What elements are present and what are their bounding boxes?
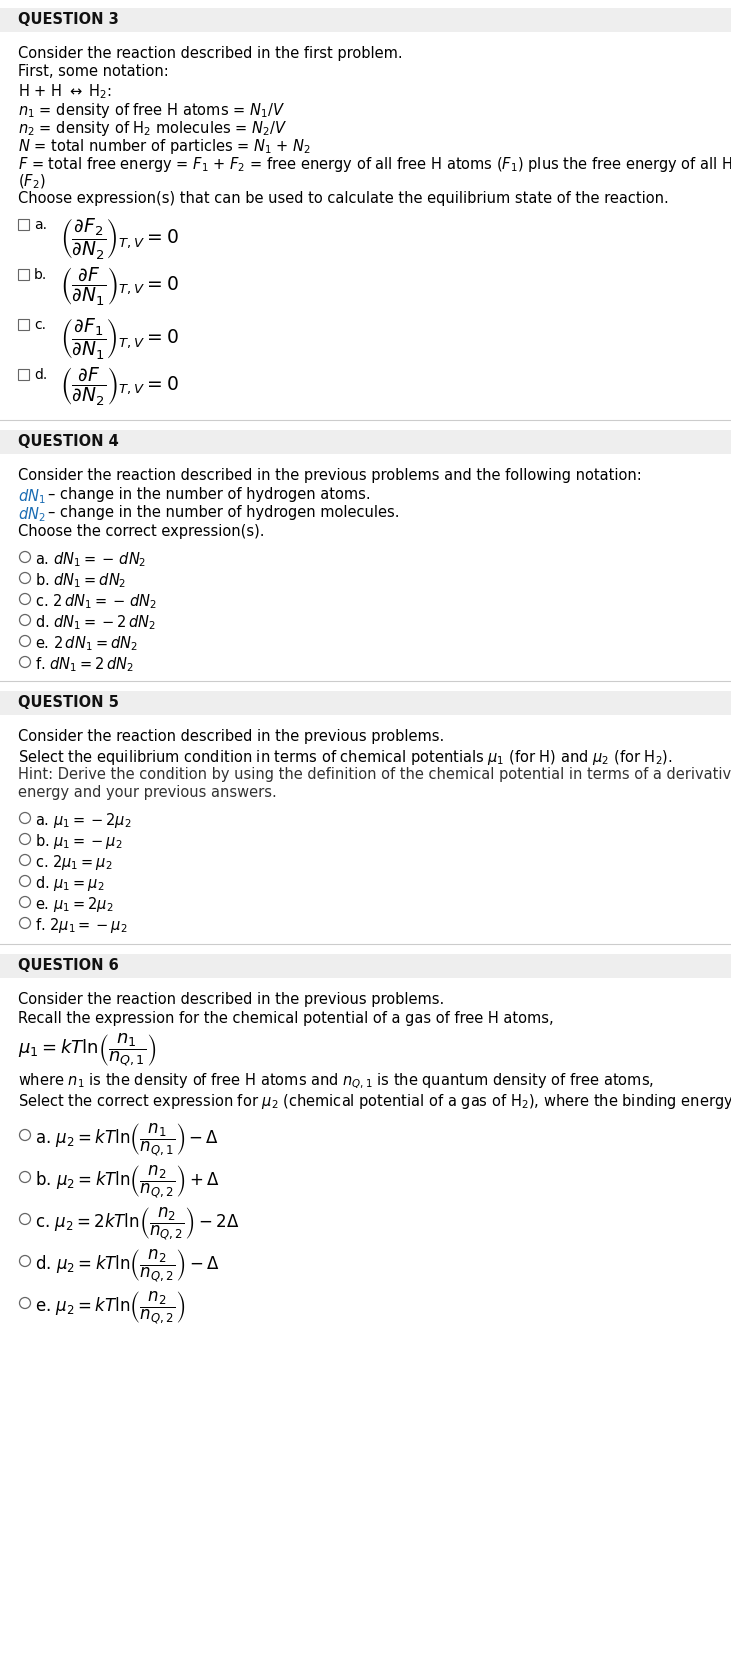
Text: Hint: Derive the condition by using the definition of the chemical potential in : Hint: Derive the condition by using the … [18, 767, 731, 782]
Text: $dN_2$: $dN_2$ [18, 504, 45, 524]
Bar [0, 430, 731, 453]
Text: where $n_1$ is the density of free H atoms and $n_{Q,1}$ is the quantum density : where $n_1$ is the density of free H ato… [18, 1072, 654, 1092]
Text: e. $\mu_2 = kT\ln\!\left(\dfrac{n_2}{n_{Q,2}}\right)$: e. $\mu_2 = kT\ln\!\left(\dfrac{n_2}{n_{… [35, 1288, 186, 1327]
Text: $n_1$ = density of free H atoms = $N_1$/$V$: $n_1$ = density of free H atoms = $N_1$/… [18, 101, 285, 121]
Text: – change in the number of hydrogen atoms.: – change in the number of hydrogen atoms… [48, 486, 371, 503]
Text: Consider the reaction described in the first problem.: Consider the reaction described in the f… [18, 46, 403, 61]
Text: $\left(\dfrac{\partial F}{\partial N_2}\right)_{T,V} = 0$: $\left(\dfrac{\partial F}{\partial N_2}\… [60, 366, 179, 409]
Text: energy and your previous answers.: energy and your previous answers. [18, 786, 277, 801]
Bar [18, 319, 29, 331]
Bar [18, 270, 29, 280]
Text: a. $dN_1 = -\,dN_2$: a. $dN_1 = -\,dN_2$ [35, 551, 146, 569]
Text: Consider the reaction described in the previous problems.: Consider the reaction described in the p… [18, 992, 444, 1007]
Text: H + H $\leftrightarrow$ H$_2$:: H + H $\leftrightarrow$ H$_2$: [18, 83, 112, 101]
Bar [0, 691, 731, 715]
Text: $\left(\dfrac{\partial F_2}{\partial N_2}\right)_{T,V} = 0$: $\left(\dfrac{\partial F_2}{\partial N_2… [60, 217, 179, 261]
Text: d. $dN_1 = -2\,dN_2$: d. $dN_1 = -2\,dN_2$ [35, 614, 156, 632]
Text: d. $\mu_1 = \mu_2$: d. $\mu_1 = \mu_2$ [35, 873, 105, 893]
Text: $N$ = total number of particles = $N_1$ + $N_2$: $N$ = total number of particles = $N_1$ … [18, 137, 311, 155]
Bar [18, 218, 29, 230]
Text: Consider the reaction described in the previous problems.: Consider the reaction described in the p… [18, 729, 444, 744]
Text: QUESTION 4: QUESTION 4 [18, 433, 118, 448]
Text: e. $\mu_1 = 2\mu_2$: e. $\mu_1 = 2\mu_2$ [35, 895, 113, 915]
Text: f. $dN_1 = 2\,dN_2$: f. $dN_1 = 2\,dN_2$ [35, 655, 134, 673]
Text: b. $dN_1 = dN_2$: b. $dN_1 = dN_2$ [35, 571, 126, 590]
Text: c. $\mu_2 = 2kT\ln\!\left(\dfrac{n_2}{n_{Q,2}}\right) - 2\Delta$: c. $\mu_2 = 2kT\ln\!\left(\dfrac{n_2}{n_… [35, 1206, 239, 1242]
Text: b. $\mu_1 = -\mu_2$: b. $\mu_1 = -\mu_2$ [35, 832, 123, 852]
Text: a. $\mu_2 = kT\ln\!\left(\dfrac{n_1}{n_{Q,1}}\right) - \Delta$: a. $\mu_2 = kT\ln\!\left(\dfrac{n_1}{n_{… [35, 1121, 219, 1158]
Text: d.: d. [34, 367, 48, 382]
Text: d. $\mu_2 = kT\ln\!\left(\dfrac{n_2}{n_{Q,2}}\right) - \Delta$: d. $\mu_2 = kT\ln\!\left(\dfrac{n_2}{n_{… [35, 1247, 219, 1284]
Text: QUESTION 5: QUESTION 5 [18, 695, 119, 710]
Text: a. $\mu_1 = -2\mu_2$: a. $\mu_1 = -2\mu_2$ [35, 810, 132, 830]
Text: Choose expression(s) that can be used to calculate the equilibrium state of the : Choose expression(s) that can be used to… [18, 190, 669, 207]
Text: $dN_1$: $dN_1$ [18, 486, 46, 506]
Text: Select the correct expression for $\mu_2$ (chemical potential of a gas of H$_2$): Select the correct expression for $\mu_2… [18, 1092, 731, 1111]
Text: $F$ = total free energy = $F_1$ + $F_2$ = free energy of all free H atoms ($F_1$: $F$ = total free energy = $F_1$ + $F_2$ … [18, 155, 731, 174]
Text: c. $2\,dN_1 = -\,dN_2$: c. $2\,dN_1 = -\,dN_2$ [35, 592, 157, 610]
Bar [18, 369, 29, 380]
Text: $\mu_1 = kT\ln\!\left(\dfrac{n_1}{n_{Q,1}}\right)$: $\mu_1 = kT\ln\!\left(\dfrac{n_1}{n_{Q,1… [18, 1032, 157, 1068]
Text: $n_2$ = density of H$_2$ molecules = $N_2$/$V$: $n_2$ = density of H$_2$ molecules = $N_… [18, 119, 287, 137]
Text: Select the equilibrium condition in terms of chemical potentials $\mu_1$ (for H): Select the equilibrium condition in term… [18, 748, 673, 767]
Text: $\left(\dfrac{\partial F_1}{\partial N_1}\right)_{T,V} = 0$: $\left(\dfrac{\partial F_1}{\partial N_1… [60, 316, 179, 361]
Text: a.: a. [34, 218, 47, 232]
Text: c. $2\mu_1 = \mu_2$: c. $2\mu_1 = \mu_2$ [35, 853, 113, 872]
Text: Consider the reaction described in the previous problems and the following notat: Consider the reaction described in the p… [18, 468, 642, 483]
Text: First, some notation:: First, some notation: [18, 65, 169, 79]
Text: QUESTION 6: QUESTION 6 [18, 958, 118, 973]
Bar [0, 8, 731, 31]
Text: c.: c. [34, 318, 46, 332]
Text: b.: b. [34, 268, 48, 281]
Text: – change in the number of hydrogen molecules.: – change in the number of hydrogen molec… [48, 504, 400, 519]
Text: QUESTION 3: QUESTION 3 [18, 12, 118, 26]
Text: Choose the correct expression(s).: Choose the correct expression(s). [18, 524, 265, 539]
Text: b. $\mu_2 = kT\ln\!\left(\dfrac{n_2}{n_{Q,2}}\right) + \Delta$: b. $\mu_2 = kT\ln\!\left(\dfrac{n_2}{n_{… [35, 1163, 219, 1199]
Text: e. $2\,dN_1 = dN_2$: e. $2\,dN_1 = dN_2$ [35, 633, 137, 653]
Text: $\left(\dfrac{\partial F}{\partial N_1}\right)_{T,V} = 0$: $\left(\dfrac{\partial F}{\partial N_1}\… [60, 266, 179, 308]
Text: f. $2\mu_1 = -\mu_2$: f. $2\mu_1 = -\mu_2$ [35, 916, 128, 935]
Text: ($F_2$): ($F_2$) [18, 174, 45, 192]
Bar [0, 954, 731, 978]
Text: Recall the expression for the chemical potential of a gas of free H atoms,: Recall the expression for the chemical p… [18, 1011, 553, 1025]
